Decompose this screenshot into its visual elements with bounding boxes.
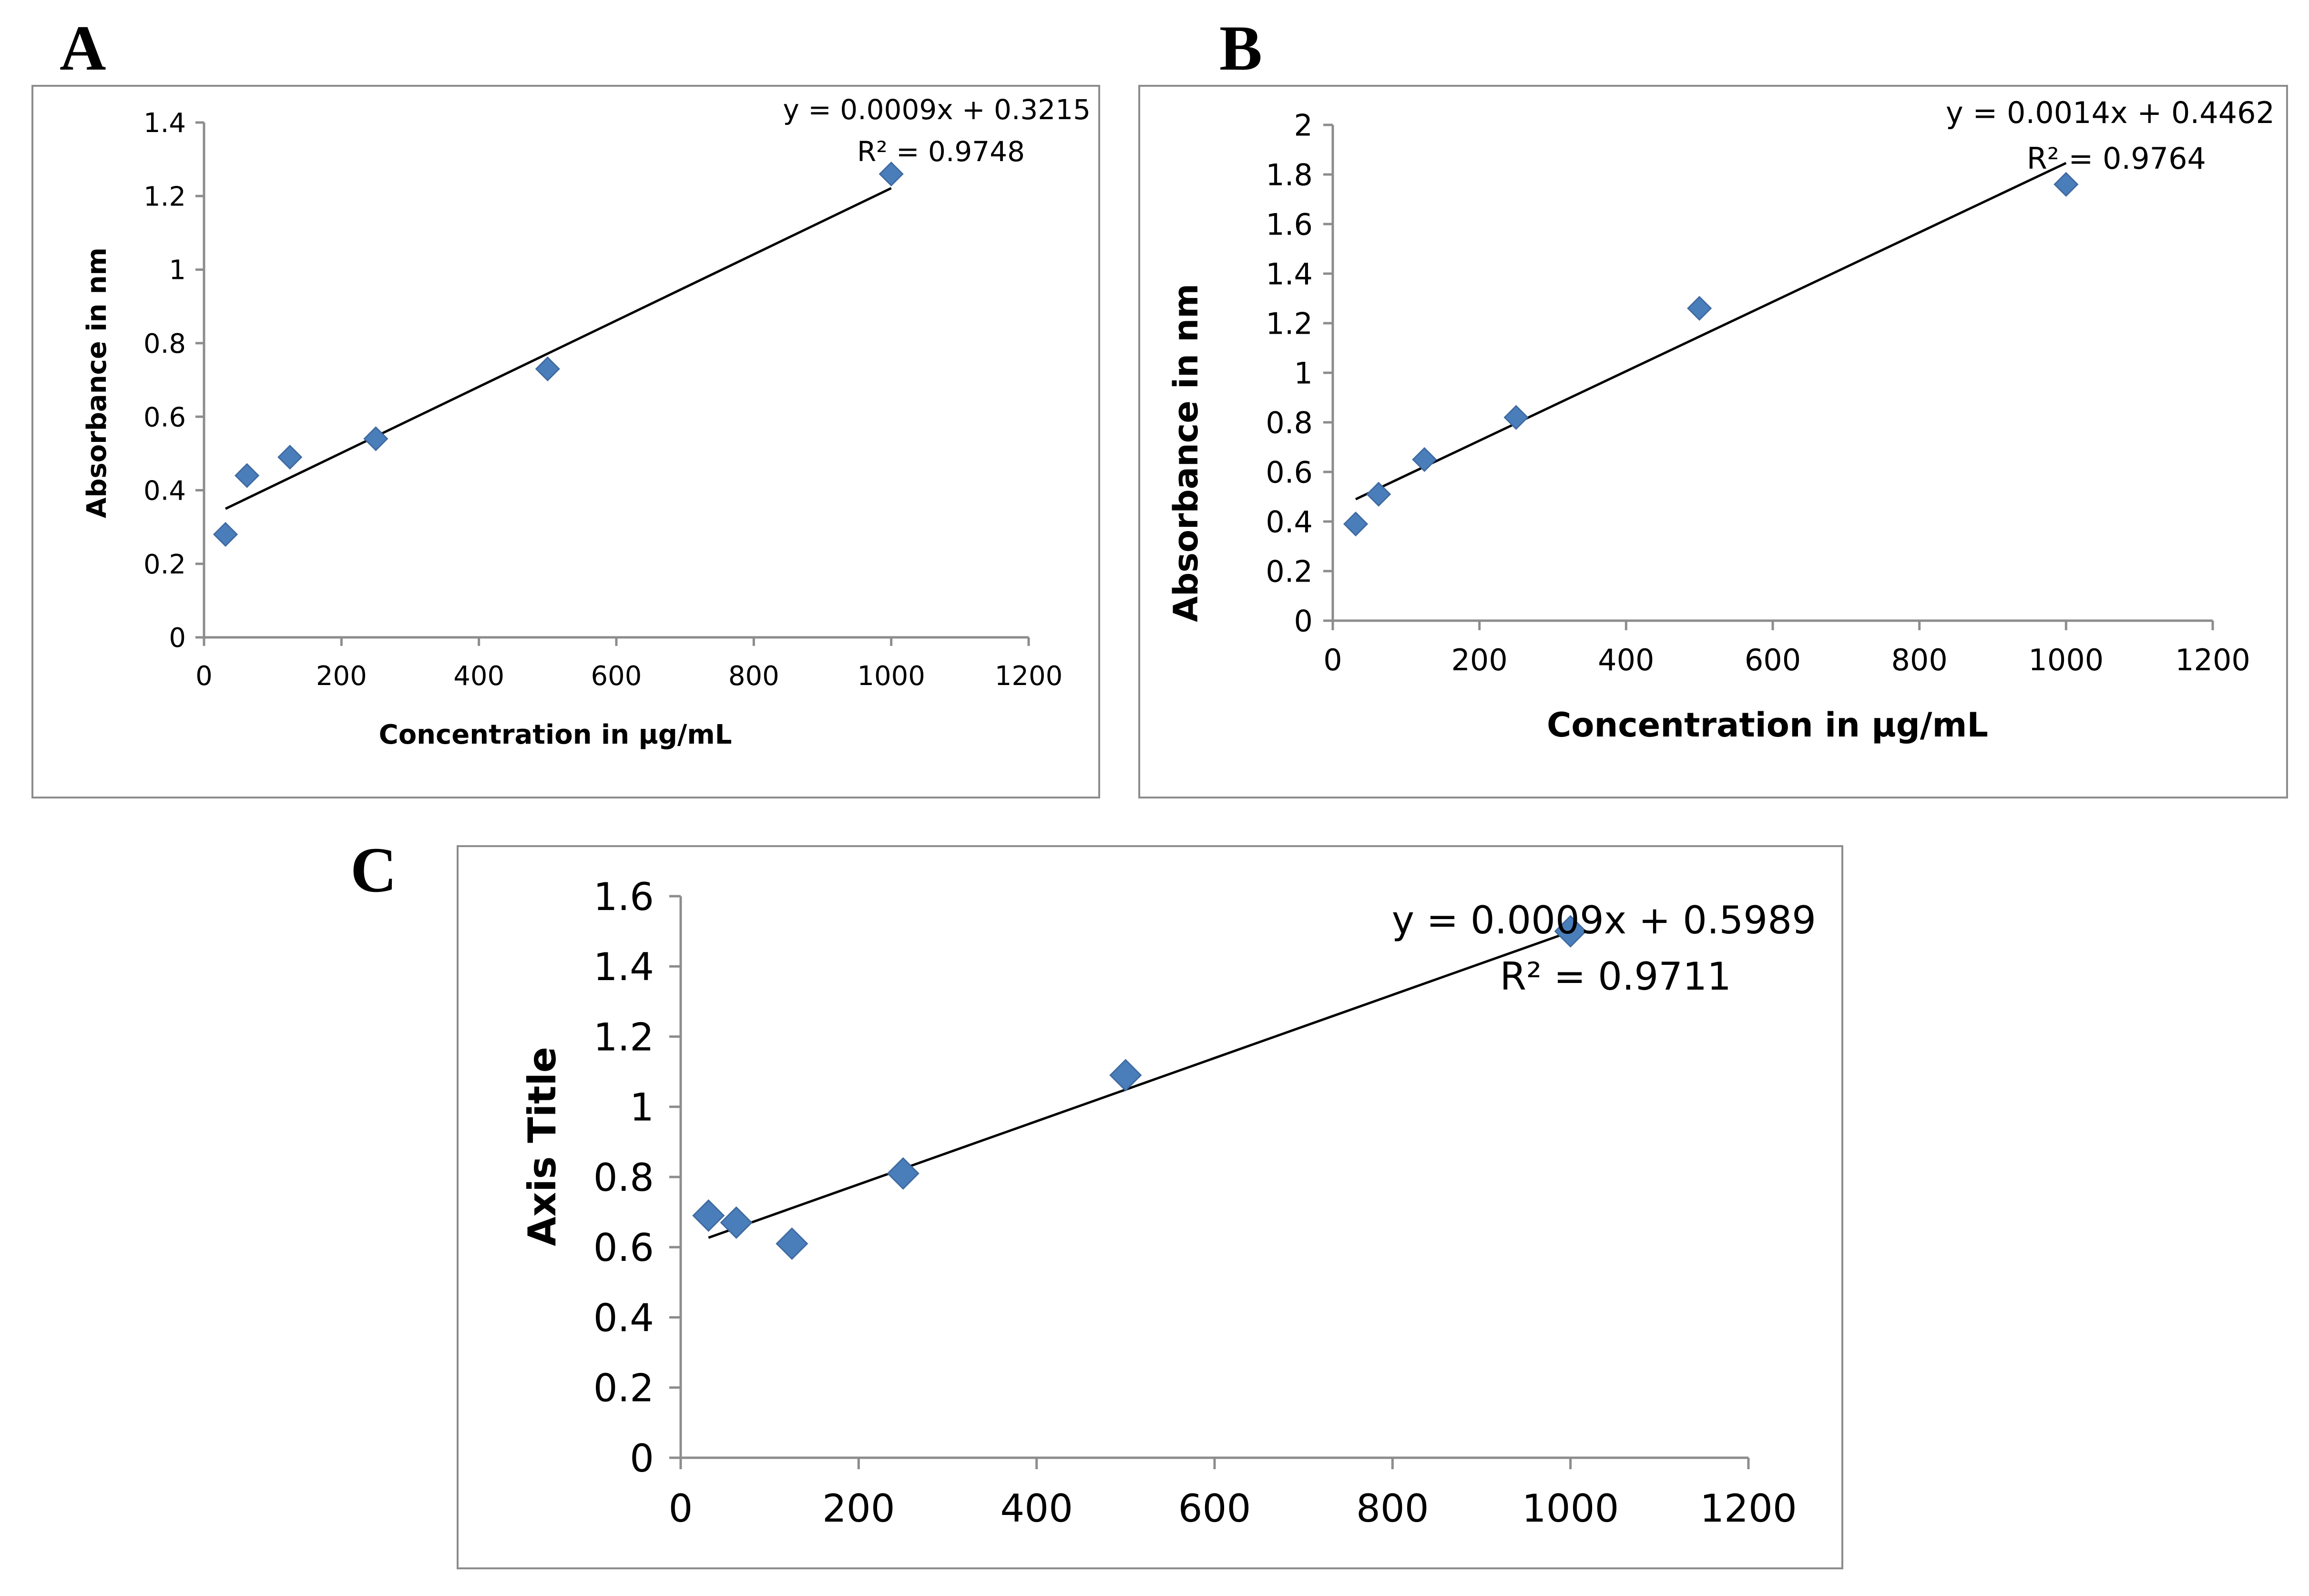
plot-area-c: 0 200 400 600 800 1000 1200 0 0.2 0.4 0.6 0.8 1 1.2 1.… [593, 875, 1797, 1531]
data-point-a [213, 522, 238, 547]
y-tick-label-c: 1 [630, 1085, 654, 1130]
y-tick-label-a: 0 [169, 623, 186, 654]
data-point-c [887, 1157, 920, 1190]
chart-frame-c [457, 845, 1843, 1569]
chart-frame-b [1138, 85, 2288, 798]
chart-frame-a [31, 85, 1100, 798]
panel-letter-c: C [350, 835, 397, 906]
y-tick-label-a: 0.4 [143, 476, 186, 507]
x-tick-label-c: 1200 [1700, 1486, 1797, 1531]
chart-panel-a: A 0 200 400 600 800 1000 1200 0 0.2 0.4 0.6 0.8 1 1.2… [31, 13, 1100, 798]
y-tick-label-a: 0.2 [143, 549, 186, 580]
data-point-b [1366, 481, 1391, 507]
trendline-c [708, 931, 1571, 1239]
y-tick-label-a: 0.6 [143, 402, 186, 433]
panel-letter-b: B [1219, 13, 1262, 84]
r-squared-c: R² = 0.9711 [1500, 954, 1731, 999]
data-point-b [2054, 172, 2079, 197]
plot-area-a: 0 200 400 600 800 1000 1200 0 0.2 0.4 0.6 0.8 1 1.2 1.… [143, 108, 1063, 692]
x-tick-label-c: 400 [1000, 1486, 1073, 1531]
x-tick-label-a: 200 [316, 661, 367, 692]
x-tick-label-c: 0 [669, 1486, 693, 1531]
y-tick-label-c: 1.2 [593, 1015, 654, 1059]
y-tick-label-b: 1.2 [1266, 306, 1313, 341]
y-tick-label-a: 1.4 [143, 108, 186, 139]
x-tick-label-b: 0 [1323, 643, 1342, 677]
x-tick-label-b: 200 [1451, 643, 1507, 677]
y-tick-label-c: 0 [630, 1436, 654, 1481]
y-tick-label-b: 1.4 [1266, 256, 1313, 291]
x-tick-label-a: 600 [591, 661, 642, 692]
y-tick-label-c: 0.6 [593, 1226, 654, 1270]
r-squared-a: R² = 0.9748 [857, 135, 1025, 168]
chart-panel-b: B 0 200 400 600 800 1000 1200 0 0.2 0.4 0.6 0.8 1 1.2… [1138, 13, 2288, 798]
x-tick-label-a: 800 [728, 661, 779, 692]
y-tick-label-c: 0.2 [593, 1366, 654, 1411]
data-point-a [234, 463, 260, 488]
x-tick-label-a: 1200 [995, 661, 1063, 692]
y-tick-label-b: 1 [1294, 356, 1313, 390]
x-tick-label-b: 400 [1598, 643, 1654, 677]
x-tick-label-a: 400 [453, 661, 504, 692]
y-tick-label-b: 0.2 [1266, 554, 1313, 589]
trend-equation-c: y = 0.0009x + 0.5989 [1392, 898, 1816, 942]
y-axis-title-a: Absorbance in nm [82, 247, 112, 518]
y-axis-title-b: Absorbance in nm [1166, 284, 1206, 622]
data-point-c [1554, 915, 1587, 948]
x-tick-label-b: 1200 [2175, 643, 2250, 677]
trend-equation-a: y = 0.0009x + 0.3215 [783, 93, 1091, 126]
y-tick-label-a: 1.2 [143, 181, 186, 212]
x-tick-label-c: 1000 [1522, 1486, 1619, 1531]
x-tick-label-a: 0 [195, 661, 213, 692]
panel-letter-a: A [60, 13, 106, 84]
data-point-c [1109, 1059, 1142, 1092]
y-tick-label-c: 1.6 [593, 875, 654, 919]
data-point-c [720, 1206, 753, 1239]
r-squared-b: R² = 0.9764 [2027, 141, 2206, 176]
y-tick-label-c: 1.4 [593, 945, 654, 989]
data-point-a [277, 444, 303, 470]
y-tick-label-a: 1 [169, 255, 186, 286]
data-point-a [535, 356, 560, 381]
chart-panel-c: C 0 200 400 600 800 1000 1200 0 0.2 0.4 0.6 0.8 1 1.2… [350, 835, 1843, 1569]
y-tick-label-b: 0.4 [1266, 504, 1313, 539]
x-tick-label-c: 600 [1178, 1486, 1251, 1531]
y-tick-label-b: 1.8 [1266, 157, 1313, 192]
trendline-b [1355, 162, 2067, 501]
x-tick-label-b: 1000 [2028, 643, 2104, 677]
plot-area-b: 0 200 400 600 800 1000 1200 0 0.2 0.4 0.6 0.8 1 1.2 1.… [1266, 108, 2250, 677]
data-point-b [1412, 447, 1437, 472]
trend-equation-b: y = 0.0014x + 0.4462 [1946, 95, 2275, 130]
y-tick-label-b: 0.6 [1266, 455, 1313, 490]
x-tick-label-b: 600 [1745, 643, 1801, 677]
x-axis-title-a: Concentration in µg/mL [379, 719, 732, 750]
data-point-b [1503, 405, 1529, 430]
data-point-c [776, 1227, 808, 1260]
y-tick-label-b: 0.8 [1266, 405, 1313, 440]
y-tick-label-c: 0.8 [593, 1156, 654, 1200]
data-point-c [692, 1199, 725, 1232]
data-point-a [879, 161, 904, 187]
x-tick-label-c: 200 [822, 1486, 895, 1531]
data-point-b [1343, 512, 1369, 537]
y-axis-title-c: Axis Title [520, 1047, 564, 1246]
y-tick-label-b: 0 [1294, 604, 1313, 638]
x-tick-label-a: 1000 [857, 661, 925, 692]
y-tick-label-c: 0.4 [593, 1296, 654, 1340]
trendline-a [225, 187, 892, 510]
x-axis-title-b: Concentration in µg/mL [1547, 706, 1988, 745]
x-tick-label-b: 800 [1891, 643, 1947, 677]
data-point-b [1687, 296, 1712, 321]
x-tick-label-c: 800 [1356, 1486, 1429, 1531]
data-point-a [363, 426, 388, 451]
y-tick-label-b: 2 [1294, 108, 1313, 143]
y-tick-label-b: 1.6 [1266, 207, 1313, 242]
y-tick-label-a: 0.8 [143, 328, 186, 359]
